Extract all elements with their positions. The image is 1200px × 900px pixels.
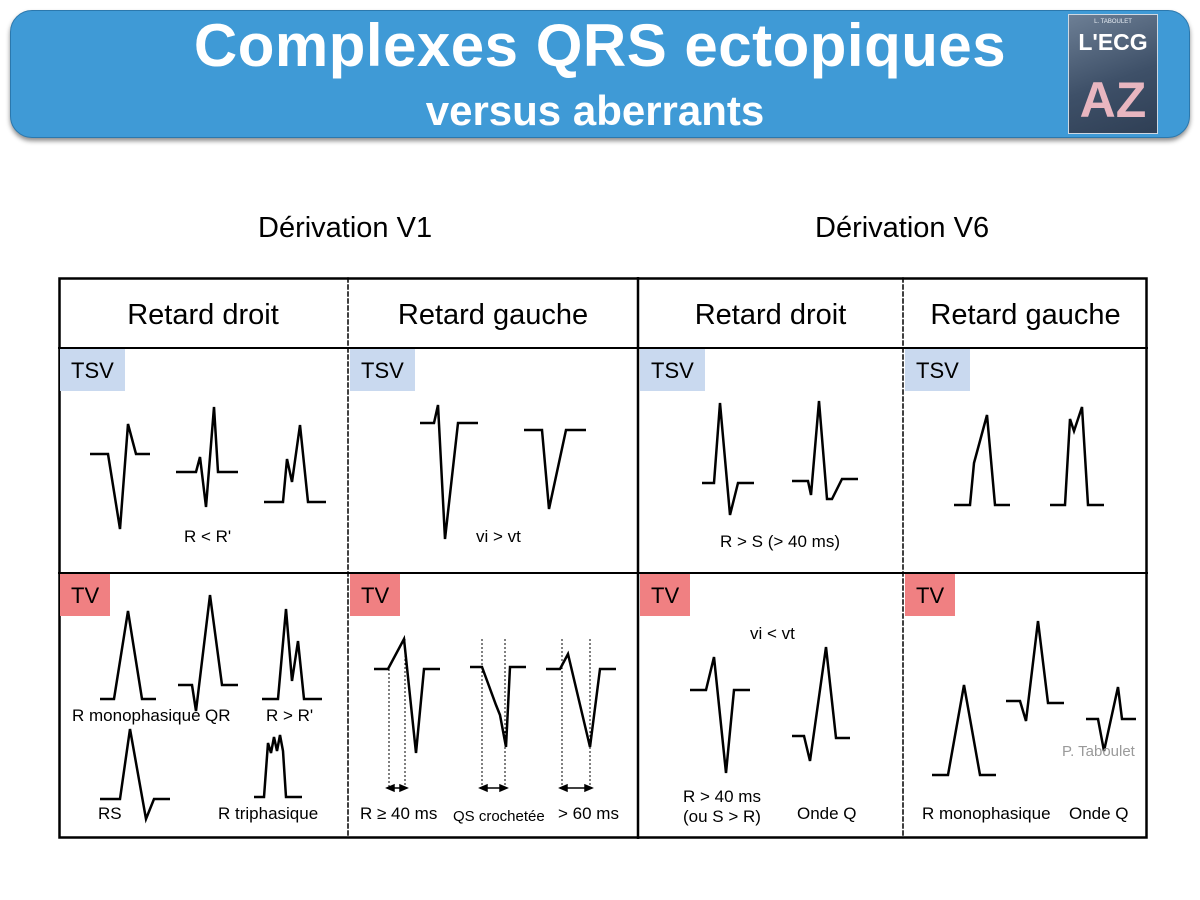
tv-tag-v1-droit: TV bbox=[60, 574, 111, 616]
label-v6-droit-tsv: R > S (> 40 ms) bbox=[720, 532, 840, 551]
logo-ecg-text: L'ECG bbox=[1078, 29, 1148, 55]
v6-rg-tv-ondeq-waveform-2 bbox=[1086, 686, 1136, 752]
v1-rd-tsv-waveform-1 bbox=[90, 423, 150, 530]
v6-rg-tsv-waveform-1 bbox=[954, 414, 1010, 507]
label-v6-gauche-tv-monophasique: R monophasique bbox=[922, 804, 1051, 823]
label-v1-gauche-tv-qs: QS crochetée bbox=[453, 808, 545, 825]
duration-guides bbox=[388, 639, 591, 789]
derivation-v6-heading: Dérivation V6 bbox=[815, 212, 990, 244]
tsv-tag-v6-gauche: TSV bbox=[905, 349, 970, 391]
v1-rd-tv-monophasique-waveform bbox=[100, 610, 156, 701]
label-v1-droit-tv-monophasique: R monophasique bbox=[72, 706, 201, 725]
v1-rg-tv-r40-waveform bbox=[374, 634, 440, 754]
logo-az-text: AZ bbox=[1079, 72, 1147, 128]
v6-rg-tv-monophasique-waveform bbox=[932, 684, 996, 777]
tsv-tag-v1-gauche: TSV bbox=[350, 349, 415, 391]
col-header-v6-retard-droit: Retard droit bbox=[694, 299, 847, 331]
label-v1-gauche-tv-60: > 60 ms bbox=[558, 804, 619, 823]
v1-rd-tv-triphasique-waveform bbox=[254, 734, 302, 799]
book-cover-logo: L. TABOULET L'ECG AZ bbox=[1068, 14, 1158, 134]
page-title: Complexes QRS ectopiques bbox=[193, 12, 1007, 79]
label-v1-droit-tv-rs: RS bbox=[98, 804, 122, 823]
v1-rd-tsv-waveform-2 bbox=[176, 406, 238, 508]
tsv-tag-v6-droit: TSV bbox=[640, 349, 705, 391]
tsv-tag-v1-droit: TSV bbox=[60, 349, 125, 391]
v1-rd-tv-qr-waveform bbox=[178, 594, 238, 712]
derivation-v1-heading: Dérivation V1 bbox=[258, 212, 433, 244]
label-v1-gauche-tsv: vi > vt bbox=[476, 527, 521, 546]
label-v6-droit-tv-r40-line1: R > 40 ms bbox=[683, 787, 761, 806]
tv-tag-v6-gauche: TV bbox=[905, 574, 956, 616]
v1-rg-tsv-waveform-2 bbox=[524, 428, 586, 510]
v1-rd-tv-rs-waveform bbox=[100, 728, 170, 824]
v6-rg-tv-ondeq-waveform-1 bbox=[1006, 620, 1064, 722]
v1-rd-tv-rr-waveform bbox=[262, 608, 322, 701]
v1-rg-tv-qs-waveform bbox=[470, 665, 526, 748]
tv-tag-v6-droit: TV bbox=[640, 574, 691, 616]
label-v1-droit-tv-triphasique: R triphasique bbox=[218, 804, 319, 823]
table-border bbox=[58, 277, 1148, 839]
v6-rd-tsv-waveform-2 bbox=[792, 400, 858, 501]
table-grid-and-waveforms bbox=[58, 277, 1148, 839]
label-v6-droit-tv-ondeq: Onde Q bbox=[797, 804, 857, 823]
label-v6-gauche-tv-ondeq: Onde Q bbox=[1069, 804, 1129, 823]
page-subtitle: versus aberrants bbox=[425, 87, 765, 134]
tv-tag-v1-gauche: TV bbox=[350, 574, 401, 616]
v6-rd-tv-r40-waveform bbox=[690, 656, 750, 774]
col-header-v6-retard-gauche: Retard gauche bbox=[930, 299, 1121, 331]
v6-rd-tv-ondeq-waveform bbox=[792, 646, 850, 762]
label-v6-droit-tv-vivt: vi < vt bbox=[750, 624, 795, 643]
label-v1-gauche-tv-r40: R ≥ 40 ms bbox=[360, 804, 438, 823]
col-header-v1-retard-gauche: Retard gauche bbox=[397, 299, 589, 331]
title-banner bbox=[10, 10, 1190, 138]
label-v1-droit-tv-qr: QR bbox=[205, 706, 231, 725]
v6-rg-tsv-waveform-2 bbox=[1050, 406, 1104, 507]
v6-rd-tsv-waveform-1 bbox=[702, 402, 754, 516]
author-credit: P. Taboulet bbox=[1062, 743, 1135, 760]
label-v1-droit-tv-rr: R > R' bbox=[266, 706, 314, 725]
label-v6-droit-tv-r40-line2: (ou S > R) bbox=[683, 807, 761, 826]
v1-rd-tsv-waveform-3 bbox=[264, 424, 326, 504]
duration-arrows bbox=[385, 783, 594, 793]
v1-rg-tv-60-waveform bbox=[546, 650, 616, 748]
comparison-table: Retard droit Retard gauche Retard droit … bbox=[58, 277, 1148, 839]
logo-author: L. TABOULET bbox=[1094, 19, 1132, 25]
label-v1-droit-tsv: R < R' bbox=[184, 527, 232, 546]
v1-rg-tsv-waveform-1 bbox=[420, 404, 478, 540]
col-header-v1-retard-droit: Retard droit bbox=[127, 299, 279, 331]
